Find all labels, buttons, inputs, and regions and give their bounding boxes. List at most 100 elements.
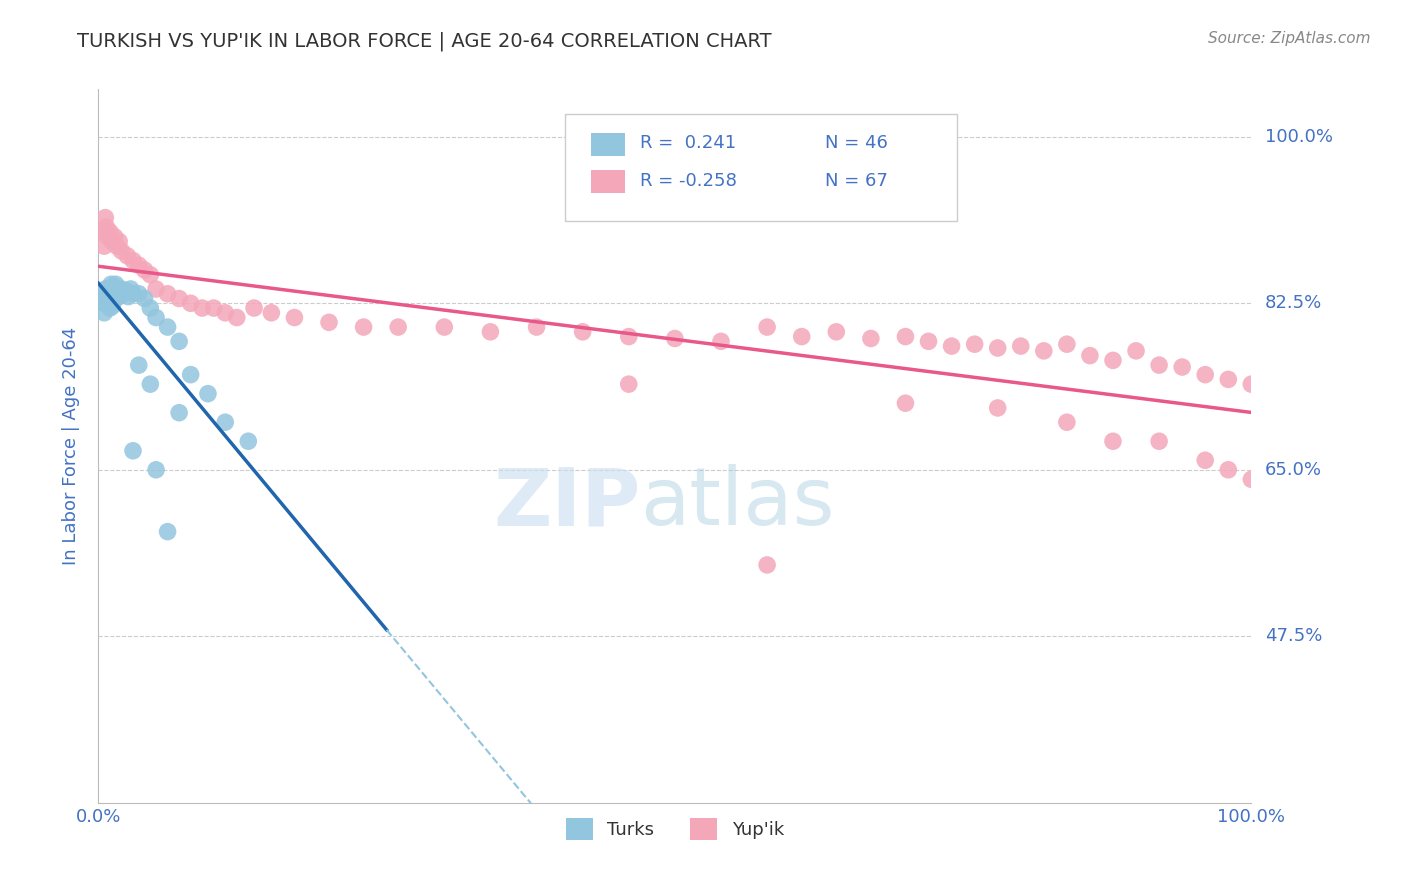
Text: 82.5%: 82.5% <box>1265 294 1323 312</box>
Point <box>214 415 236 429</box>
Point <box>94 282 117 296</box>
Point <box>108 290 131 304</box>
Point <box>103 294 125 309</box>
Point <box>197 386 219 401</box>
Point <box>122 286 145 301</box>
Text: R = -0.258: R = -0.258 <box>640 171 737 189</box>
Point <box>122 443 145 458</box>
Point <box>1056 337 1078 351</box>
Point <box>145 282 167 296</box>
Point <box>859 331 882 345</box>
FancyBboxPatch shape <box>591 169 626 193</box>
Point <box>756 320 779 334</box>
Point <box>104 286 127 301</box>
Point <box>97 282 120 296</box>
Y-axis label: In Labor Force | Age 20-64: In Labor Force | Age 20-64 <box>62 326 80 566</box>
Point <box>1240 472 1263 486</box>
Point <box>167 406 190 420</box>
Text: 47.5%: 47.5% <box>1265 627 1323 645</box>
Point <box>1194 453 1216 467</box>
Point <box>93 239 115 253</box>
Point <box>120 282 142 296</box>
Point <box>1056 415 1078 429</box>
Point <box>318 315 340 329</box>
Point <box>941 339 963 353</box>
Point <box>283 310 305 325</box>
Text: N = 46: N = 46 <box>825 135 887 153</box>
Point <box>180 368 202 382</box>
Point <box>710 334 733 349</box>
Point <box>664 331 686 345</box>
Text: ZIP: ZIP <box>494 464 640 542</box>
Point <box>110 244 132 258</box>
Point <box>479 325 502 339</box>
Point <box>617 377 640 392</box>
Point <box>105 239 128 253</box>
Point <box>103 229 125 244</box>
Point <box>103 279 125 293</box>
Point <box>1194 368 1216 382</box>
Point <box>963 337 986 351</box>
Point <box>96 220 118 235</box>
Point <box>94 292 117 306</box>
Point <box>134 263 156 277</box>
Point <box>1010 339 1032 353</box>
Point <box>180 296 202 310</box>
Point <box>571 325 593 339</box>
Point <box>139 301 162 315</box>
Point <box>1240 377 1263 392</box>
Point <box>238 434 260 449</box>
Point <box>987 341 1010 355</box>
Point <box>1102 353 1125 368</box>
Point <box>139 377 162 392</box>
Point <box>145 463 167 477</box>
Point <box>790 329 813 343</box>
Point <box>101 299 124 313</box>
Point <box>98 285 121 300</box>
Point <box>156 320 179 334</box>
Point <box>108 235 131 249</box>
Point <box>97 229 120 244</box>
Legend: Turks, Yup'ik: Turks, Yup'ik <box>558 811 792 847</box>
Point <box>987 401 1010 415</box>
Point <box>134 292 156 306</box>
Point <box>105 282 128 296</box>
Point <box>115 284 138 298</box>
Point <box>202 301 225 315</box>
Point <box>96 286 118 301</box>
Point <box>214 306 236 320</box>
Point <box>1218 372 1240 386</box>
Point <box>97 293 120 308</box>
Point <box>91 225 114 239</box>
Point <box>1102 434 1125 449</box>
Text: atlas: atlas <box>640 464 835 542</box>
Point <box>894 329 917 343</box>
Point <box>98 225 121 239</box>
Point <box>1147 358 1170 372</box>
Point <box>353 320 375 334</box>
Point <box>156 524 179 539</box>
Point <box>1218 463 1240 477</box>
Point <box>101 235 124 249</box>
Text: TURKISH VS YUP'IK IN LABOR FORCE | AGE 20-64 CORRELATION CHART: TURKISH VS YUP'IK IN LABOR FORCE | AGE 2… <box>77 31 772 51</box>
Point <box>260 306 283 320</box>
Point <box>97 290 120 304</box>
Point <box>110 282 132 296</box>
Point <box>100 292 122 306</box>
Point <box>117 249 139 263</box>
Point <box>387 320 409 334</box>
Point <box>101 284 124 298</box>
Point <box>1032 343 1054 358</box>
Point <box>167 292 190 306</box>
Point <box>104 277 127 292</box>
Text: Source: ZipAtlas.com: Source: ZipAtlas.com <box>1208 31 1371 46</box>
Point <box>243 301 266 315</box>
Point <box>94 211 117 225</box>
Point <box>139 268 162 282</box>
Text: R =  0.241: R = 0.241 <box>640 135 737 153</box>
Point <box>112 286 135 301</box>
Point <box>1125 343 1147 358</box>
Point <box>93 296 115 310</box>
Point <box>894 396 917 410</box>
Point <box>117 290 139 304</box>
